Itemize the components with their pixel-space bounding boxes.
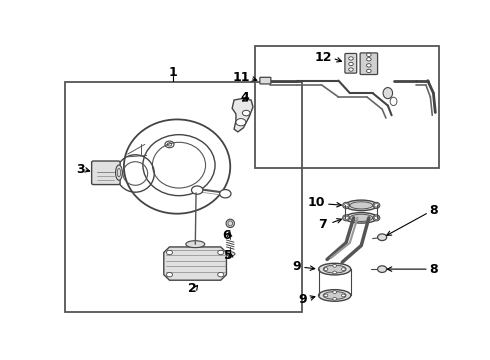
Circle shape [236, 118, 246, 126]
Ellipse shape [186, 241, 205, 248]
Ellipse shape [373, 215, 380, 221]
Text: 3: 3 [76, 163, 85, 176]
Circle shape [333, 271, 337, 274]
Circle shape [333, 297, 337, 300]
Circle shape [167, 250, 172, 255]
Ellipse shape [343, 215, 349, 221]
Text: 9: 9 [299, 293, 307, 306]
Polygon shape [164, 247, 226, 280]
Circle shape [192, 186, 203, 194]
Text: 12: 12 [314, 50, 332, 64]
Circle shape [344, 204, 348, 207]
Ellipse shape [225, 252, 235, 256]
Text: 11: 11 [232, 71, 249, 84]
Ellipse shape [116, 165, 122, 180]
Text: 9: 9 [293, 260, 301, 273]
Circle shape [218, 250, 224, 255]
Ellipse shape [323, 265, 346, 273]
Text: 8: 8 [430, 204, 438, 217]
Circle shape [367, 64, 371, 67]
Ellipse shape [345, 212, 377, 223]
Circle shape [367, 53, 371, 57]
Ellipse shape [323, 292, 346, 299]
Ellipse shape [350, 202, 372, 209]
Text: 10: 10 [308, 196, 325, 209]
Polygon shape [232, 99, 253, 132]
Circle shape [374, 204, 379, 207]
FancyBboxPatch shape [345, 53, 357, 73]
Circle shape [220, 190, 231, 198]
Circle shape [243, 110, 250, 116]
Text: 8: 8 [430, 262, 438, 276]
Ellipse shape [383, 87, 392, 99]
Circle shape [324, 294, 328, 297]
FancyBboxPatch shape [360, 53, 378, 75]
Circle shape [378, 234, 387, 240]
Circle shape [378, 266, 387, 273]
FancyBboxPatch shape [260, 77, 271, 84]
Text: 6: 6 [222, 229, 231, 242]
Circle shape [333, 264, 337, 267]
Circle shape [167, 273, 172, 277]
Ellipse shape [350, 214, 372, 221]
Ellipse shape [226, 219, 234, 228]
Circle shape [342, 294, 345, 297]
Text: 7: 7 [318, 218, 327, 231]
Ellipse shape [373, 202, 380, 208]
Ellipse shape [343, 202, 349, 208]
Circle shape [344, 216, 348, 220]
Text: 1: 1 [169, 66, 178, 79]
Circle shape [349, 68, 353, 71]
Circle shape [324, 268, 328, 270]
Circle shape [333, 291, 337, 293]
Circle shape [349, 57, 353, 60]
Ellipse shape [318, 290, 351, 301]
Text: 5: 5 [224, 249, 233, 262]
Circle shape [218, 273, 224, 277]
Ellipse shape [318, 263, 351, 275]
FancyBboxPatch shape [92, 161, 120, 185]
Circle shape [367, 58, 371, 61]
Text: 2: 2 [189, 282, 197, 295]
Circle shape [367, 69, 371, 73]
Circle shape [374, 216, 379, 220]
Ellipse shape [345, 200, 377, 211]
Circle shape [342, 268, 345, 270]
Circle shape [349, 62, 353, 66]
Text: 4: 4 [241, 91, 249, 104]
